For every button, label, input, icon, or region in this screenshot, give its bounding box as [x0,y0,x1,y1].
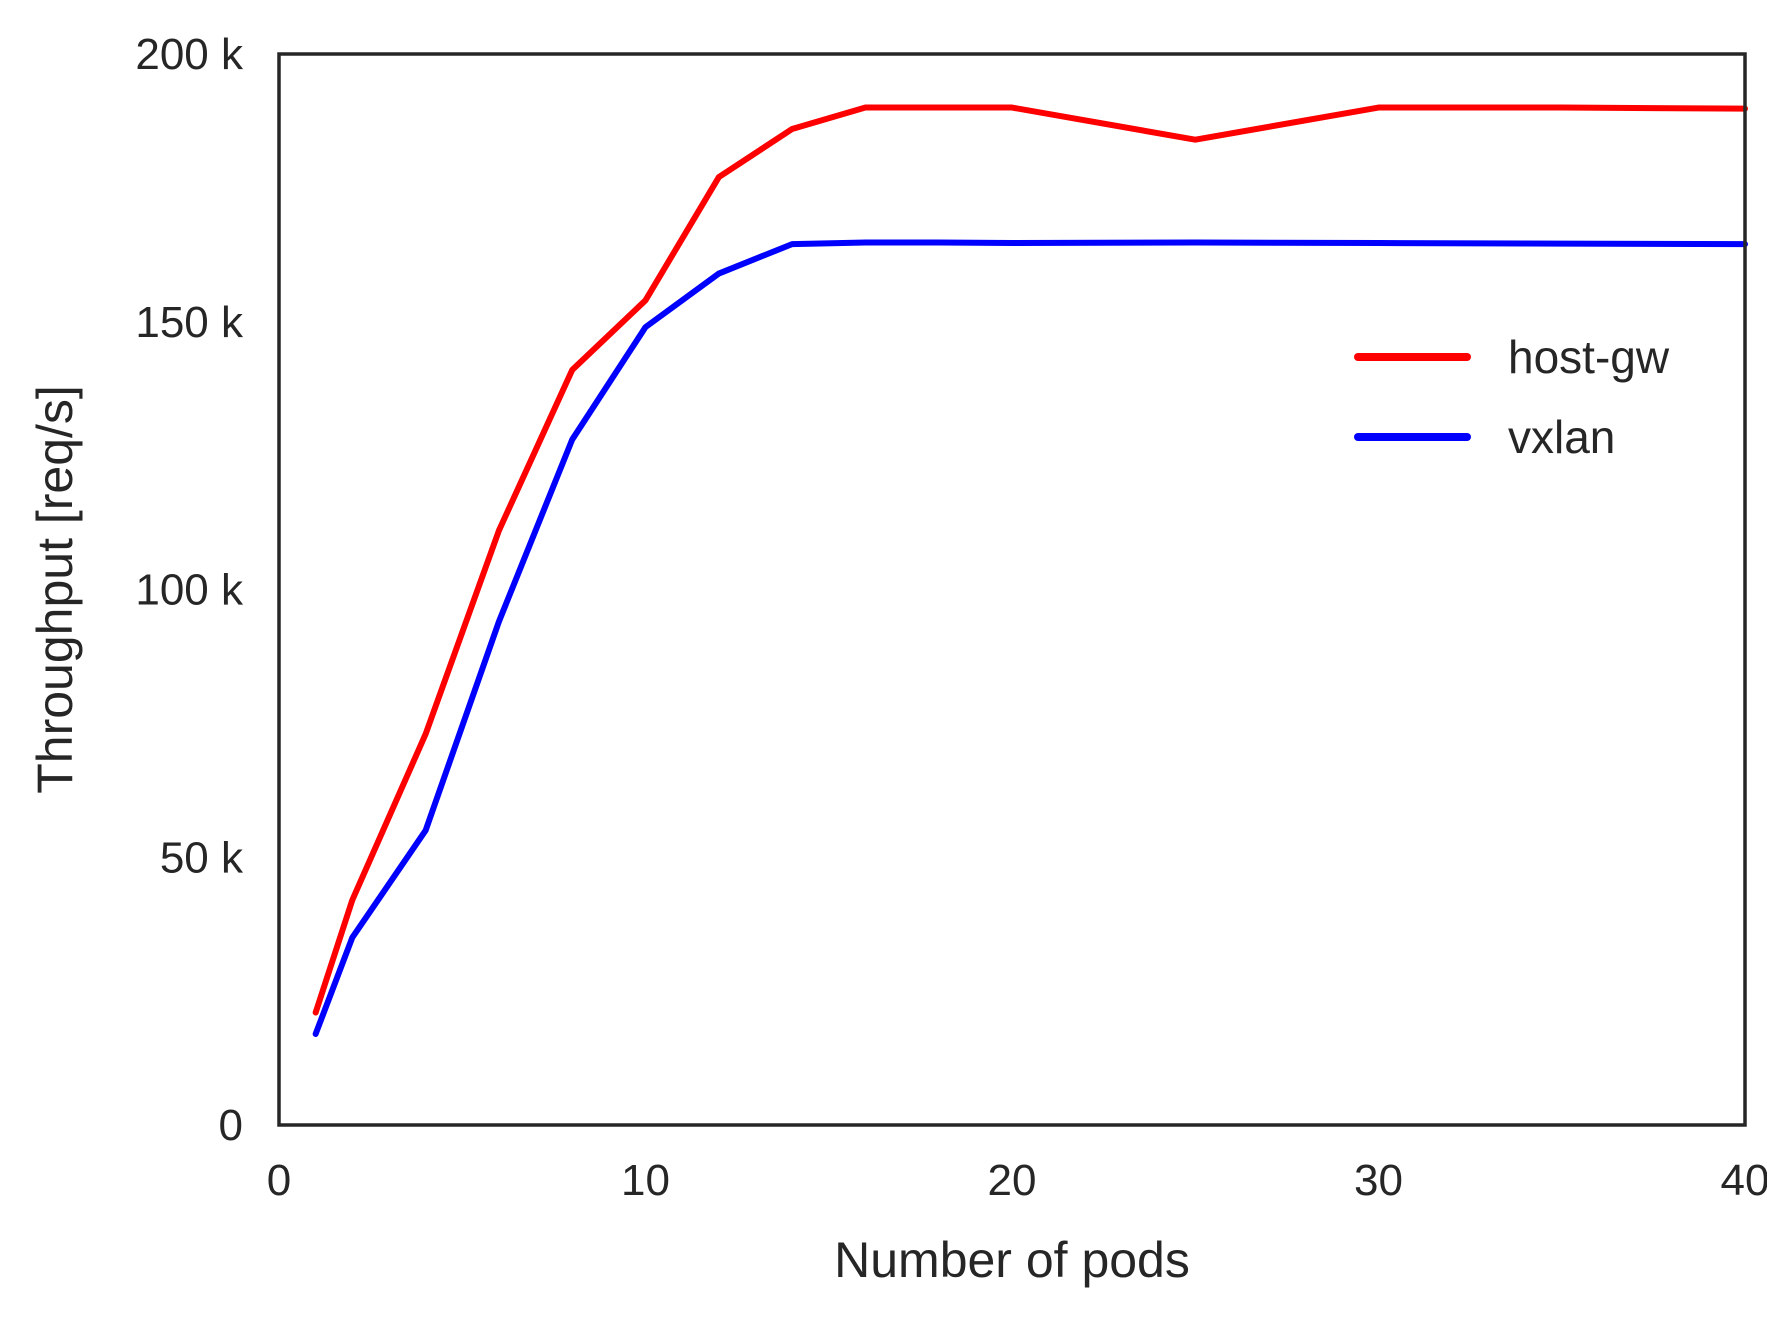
y-axis-title: Throughput [req/s] [27,385,83,794]
x-tick-label: 40 [1721,1156,1767,1205]
legend-label-vxlan: vxlan [1508,411,1615,463]
y-tick-label: 0 [219,1101,243,1150]
plot-area [279,54,1745,1125]
x-axis-ticks: 0 10 20 30 40 [267,1156,1767,1205]
y-tick-label: 200 k [135,30,244,79]
y-tick-label: 150 k [135,298,244,347]
y-tick-label: 100 k [135,566,244,615]
plot-frame [277,52,1747,1127]
x-tick-label: 30 [1354,1156,1403,1205]
series-layer [312,104,1748,1037]
legend-label-host-gw: host-gw [1508,331,1670,383]
x-tick-label: 0 [267,1156,291,1205]
plot-border [277,52,1747,1127]
x-tick-label: 10 [621,1156,670,1205]
y-tick-label: 50 k [160,833,244,882]
x-tick-label: 20 [988,1156,1037,1205]
y-axis-ticks: 0 50 k 100 k 150 k 200 k [135,30,244,1150]
plot-background [279,54,1745,1125]
legend: host-gw vxlan [1354,331,1670,463]
series-line-host-gw [312,104,1748,1016]
series-line-vxlan [312,239,1748,1037]
x-axis-title: Number of pods [834,1232,1190,1288]
